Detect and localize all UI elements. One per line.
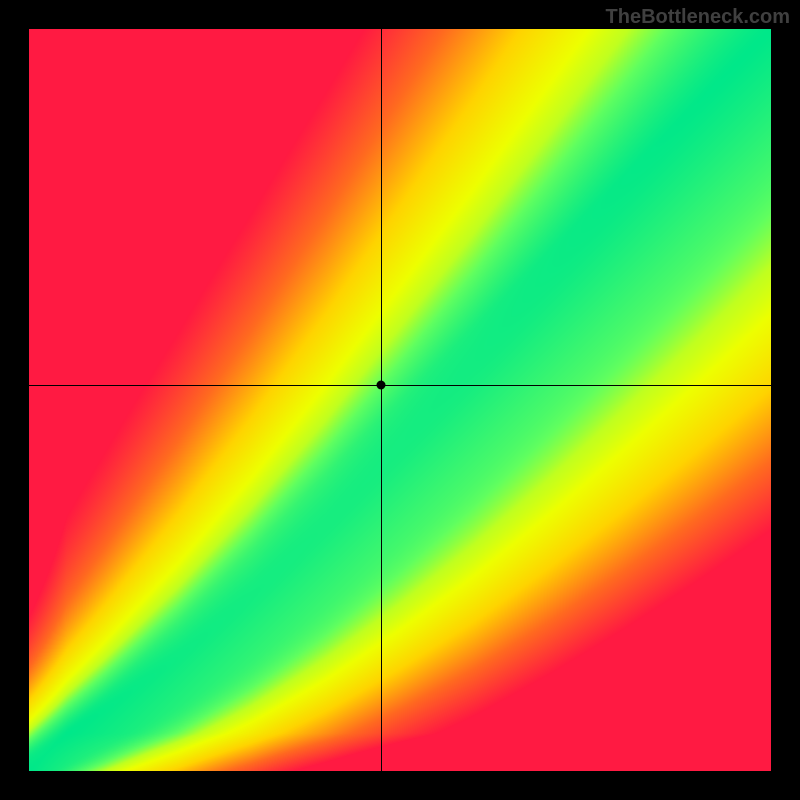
- crosshair-marker: [377, 381, 386, 390]
- plot-area: [29, 29, 771, 771]
- watermark-text: TheBottleneck.com: [606, 6, 790, 29]
- crosshair-vertical: [381, 29, 382, 771]
- bottleneck-heatmap: [29, 29, 771, 771]
- crosshair-horizontal: [29, 385, 771, 386]
